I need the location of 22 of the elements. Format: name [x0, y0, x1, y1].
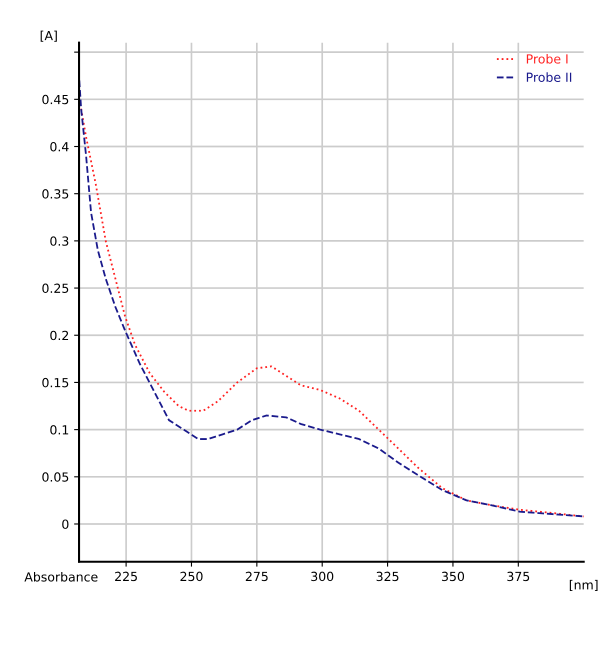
y-tick-label: 0.35 [42, 189, 68, 199]
x-tick-label: 375 [507, 572, 530, 582]
x-tick-label: 225 [115, 572, 137, 582]
legend-label: Probe I [526, 54, 568, 64]
y-axis-title: [A] [40, 30, 57, 42]
x-tick-label: 275 [246, 572, 268, 582]
y-tick-label: 0.4 [50, 142, 69, 152]
y-tick-label: 0 [62, 519, 68, 529]
x-axis-title: [nm] [570, 580, 598, 592]
text: Absorbance [24, 572, 98, 582]
x-tick-label: 300 [311, 572, 334, 582]
y-tick-label: 0.2 [50, 330, 68, 340]
x-tick-label: 350 [442, 572, 464, 582]
x-tick-label: 325 [376, 572, 398, 582]
y-tick-label: 0.45 [42, 94, 68, 104]
legend-label: Probe II [526, 72, 572, 82]
y-tick-label: 0.25 [42, 284, 68, 293]
y-tick-label: 0.3 [50, 236, 68, 246]
x-tick-label: 250 [180, 572, 203, 582]
y-tick-label: 0.1 [50, 425, 68, 435]
y-tick-label: 0.15 [42, 378, 68, 388]
y-tick-label: 0.05 [42, 472, 68, 482]
